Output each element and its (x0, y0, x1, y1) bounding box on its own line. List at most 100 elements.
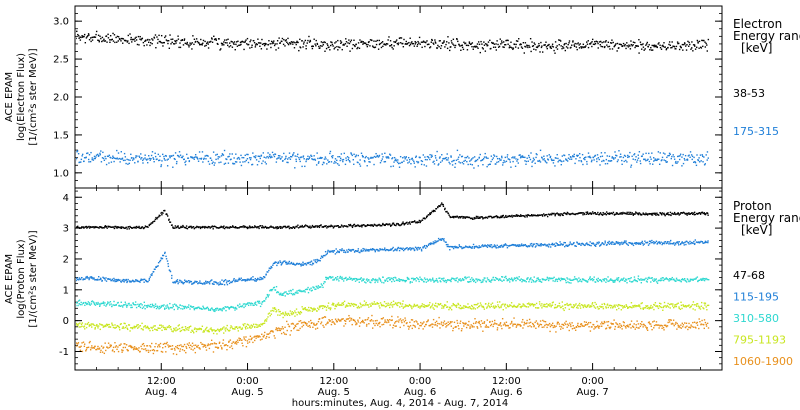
data-point (181, 156, 183, 159)
data-point (387, 249, 390, 252)
data-point (381, 41, 384, 43)
data-point (139, 325, 142, 327)
data-point (596, 279, 599, 282)
data-point (181, 305, 183, 307)
data-point (198, 328, 200, 331)
data-point (98, 303, 100, 305)
data-point (397, 224, 400, 226)
data-point (419, 220, 421, 222)
data-point (386, 43, 389, 45)
data-point (175, 226, 178, 229)
data-point (152, 221, 154, 223)
data-point (298, 49, 300, 52)
data-point (472, 243, 475, 246)
data-point (554, 214, 556, 217)
data-point (179, 42, 181, 44)
data-point (254, 157, 257, 159)
data-point (226, 324, 228, 327)
data-point (436, 240, 438, 243)
data-point (130, 38, 132, 41)
data-point (455, 277, 457, 280)
data-point (551, 242, 554, 245)
y-axis-label-line: ACE EPAM (4, 254, 15, 304)
data-point (202, 39, 205, 42)
data-point (460, 44, 463, 47)
data-point (484, 43, 487, 45)
data-point (177, 282, 179, 285)
data-point (417, 221, 419, 223)
data-point (701, 211, 704, 214)
data-point (292, 313, 294, 315)
data-point (457, 158, 459, 161)
data-point (678, 279, 680, 281)
data-point (563, 154, 566, 157)
data-point (218, 330, 221, 333)
data-point (455, 159, 458, 161)
data-point (633, 154, 635, 156)
data-point (175, 304, 177, 306)
data-point (646, 241, 649, 244)
data-point (604, 213, 606, 215)
data-point (141, 227, 143, 229)
data-point (667, 212, 669, 214)
data-point (127, 278, 129, 281)
data-point (342, 226, 344, 228)
data-point (528, 44, 530, 47)
data-point (575, 245, 577, 248)
data-point (195, 156, 197, 158)
data-point (587, 243, 590, 246)
data-point (271, 151, 274, 154)
data-point (528, 156, 531, 159)
data-point (186, 41, 188, 44)
data-point (159, 327, 161, 330)
data-point (383, 248, 385, 251)
data-point (668, 154, 670, 157)
data-point (120, 226, 122, 228)
data-point (236, 327, 239, 330)
data-point (188, 160, 191, 162)
data-point (550, 277, 552, 280)
data-point (274, 43, 276, 45)
data-point (169, 221, 172, 223)
data-point (161, 153, 164, 156)
data-point (113, 226, 115, 228)
data-point (125, 226, 127, 229)
data-point (465, 156, 468, 159)
data-point (453, 44, 455, 47)
data-point (517, 162, 519, 164)
data-point (504, 44, 507, 46)
data-point (377, 279, 379, 281)
data-point (152, 305, 154, 307)
data-point (263, 43, 265, 45)
data-point (178, 281, 180, 283)
data-point (98, 41, 100, 43)
data-point (604, 41, 607, 43)
data-point (260, 154, 263, 157)
data-point (579, 243, 581, 245)
data-point (104, 155, 106, 158)
data-point (463, 160, 465, 162)
data-point (465, 246, 468, 248)
data-point (460, 280, 462, 282)
data-point (673, 158, 676, 160)
data-point (124, 227, 127, 229)
data-point (174, 225, 177, 227)
data-point (505, 160, 508, 163)
data-point (341, 276, 343, 278)
data-point (199, 328, 201, 330)
data-point (256, 324, 258, 326)
data-point (79, 39, 82, 41)
data-point (126, 158, 128, 161)
data-point (98, 227, 100, 229)
data-point (463, 41, 465, 43)
data-point (293, 152, 295, 154)
data-point (441, 237, 444, 240)
data-point (233, 328, 236, 330)
data-point (634, 46, 636, 49)
data-point (574, 42, 576, 45)
data-point (560, 160, 562, 162)
data-point (702, 161, 704, 163)
data-point (182, 305, 185, 308)
data-point (447, 279, 449, 281)
data-point (288, 314, 291, 317)
